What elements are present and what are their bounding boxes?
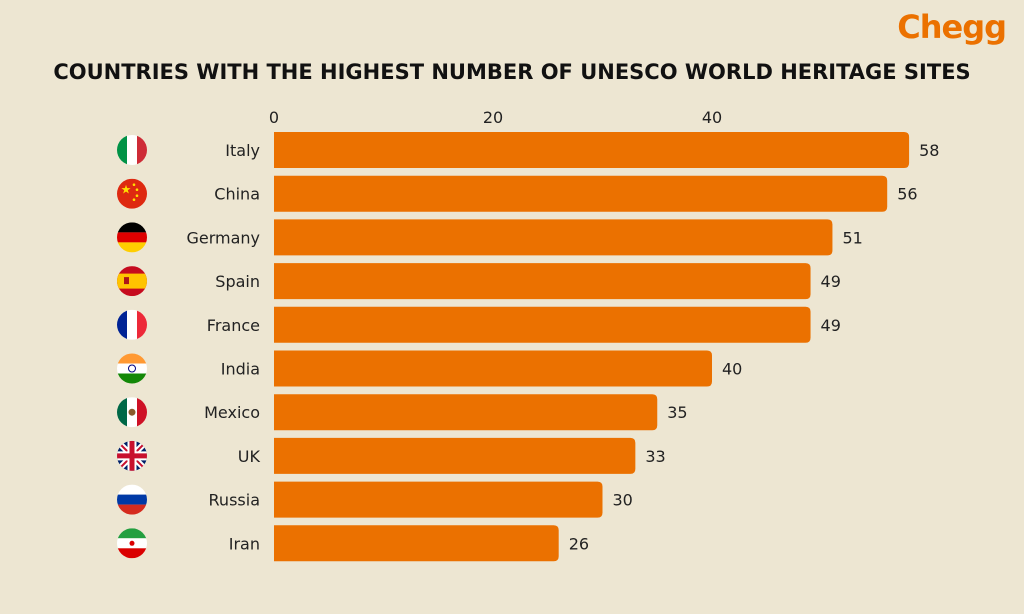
bar xyxy=(274,525,559,562)
italy-flag-icon xyxy=(117,135,147,165)
category-label: France xyxy=(207,316,260,335)
spain-flag-icon xyxy=(117,266,147,297)
bar xyxy=(274,175,888,212)
x-tick-label: 40 xyxy=(702,108,722,127)
value-label: 51 xyxy=(842,228,862,247)
value-label: 33 xyxy=(645,447,665,466)
russia-flag-icon xyxy=(117,484,147,515)
germany-flag-icon xyxy=(117,222,147,253)
category-label: Mexico xyxy=(204,403,260,422)
value-label: 40 xyxy=(722,360,742,379)
chart-title: COUNTRIES WITH THE HIGHEST NUMBER OF UNE… xyxy=(53,60,971,84)
bar xyxy=(274,132,910,168)
value-label: 30 xyxy=(613,491,633,510)
svg-text:★: ★ xyxy=(121,183,132,197)
category-label: China xyxy=(214,185,260,204)
value-label: 49 xyxy=(821,316,841,335)
category-label: Spain xyxy=(215,272,260,291)
china-flag-icon: ★ xyxy=(117,178,147,209)
value-label: 35 xyxy=(667,403,687,422)
x-tick-label: 20 xyxy=(483,108,503,127)
x-tick-label: 0 xyxy=(269,108,279,127)
value-label: 56 xyxy=(897,185,917,204)
bar xyxy=(274,481,603,518)
bar xyxy=(274,219,833,256)
category-label: Iran xyxy=(229,534,260,553)
bar xyxy=(274,394,658,431)
category-label: Italy xyxy=(225,141,260,160)
uk-flag-icon xyxy=(117,440,147,471)
france-flag-icon xyxy=(117,309,147,340)
category-label: Germany xyxy=(186,228,260,247)
category-label: Russia xyxy=(209,491,260,510)
bar xyxy=(274,350,712,387)
bar xyxy=(274,306,811,343)
mexico-flag-icon xyxy=(117,397,147,428)
value-label: 58 xyxy=(919,141,939,160)
category-label: India xyxy=(221,360,260,379)
value-label: 26 xyxy=(569,534,589,553)
category-label: UK xyxy=(238,447,261,466)
value-label: 49 xyxy=(821,272,841,291)
bar xyxy=(274,437,636,474)
chegg-logo: Chegg xyxy=(897,8,1007,46)
india-flag-icon xyxy=(117,353,147,384)
iran-flag-icon xyxy=(117,528,147,559)
bar xyxy=(274,263,811,300)
